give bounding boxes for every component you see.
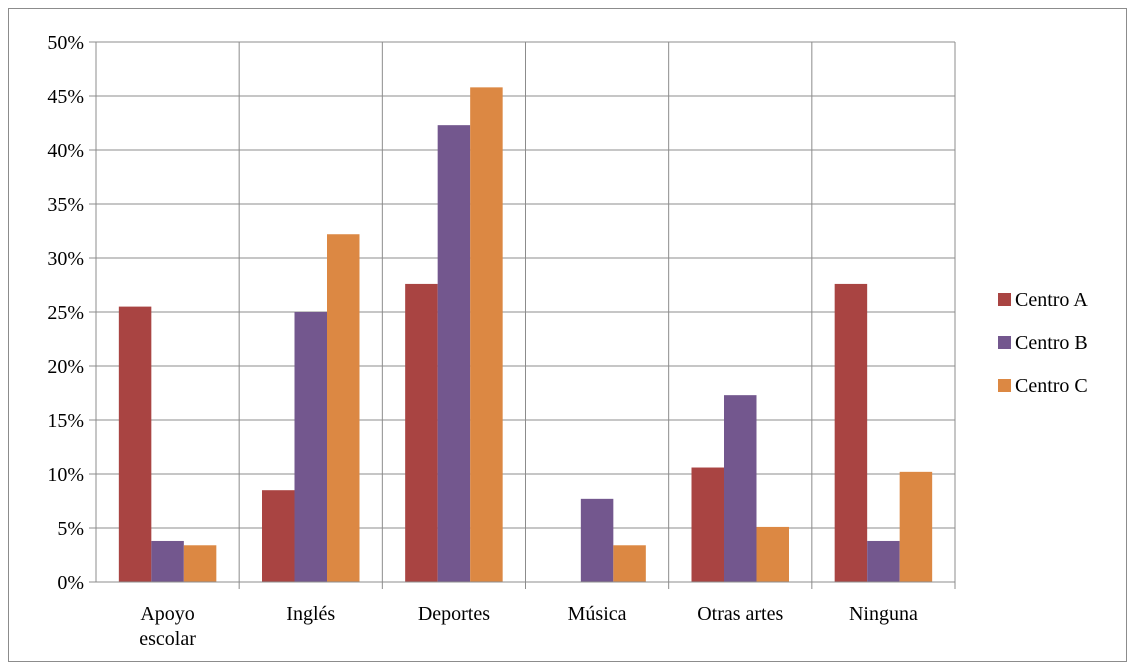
y-tick-label: 20% xyxy=(47,356,84,378)
category-label-line: Inglés xyxy=(286,603,335,625)
y-tick-label: 15% xyxy=(47,410,84,432)
legend-swatch xyxy=(998,336,1011,349)
y-tick-label: 30% xyxy=(47,248,84,270)
bar-centro-a xyxy=(834,283,868,582)
legend-label: Centro B xyxy=(1015,332,1088,354)
legend-label: Centro C xyxy=(1015,375,1088,397)
bar-centro-a xyxy=(405,283,438,582)
axis-layer xyxy=(89,41,955,583)
category-label: Música xyxy=(568,603,627,625)
bar-centro-b xyxy=(294,312,327,582)
bar-centro-a xyxy=(262,490,295,582)
y-tick-label: 35% xyxy=(47,194,84,216)
bar-centro-c xyxy=(327,234,360,583)
category-label-line: escolar xyxy=(139,628,196,650)
category-label: Apoyo escolar xyxy=(139,603,196,650)
category-label-line: Apoyo xyxy=(140,603,194,625)
legend: Centro A Centro B Centro C xyxy=(998,289,1088,397)
category-label-line: Otras artes xyxy=(697,603,783,625)
legend-swatch xyxy=(998,293,1011,306)
bar-centro-c xyxy=(899,471,933,582)
legend-swatch xyxy=(998,379,1011,392)
category-label: Ninguna xyxy=(849,603,918,625)
bars-layer xyxy=(118,87,933,583)
bar-centro-c xyxy=(756,526,789,582)
bar-centro-b xyxy=(724,395,757,582)
category-label: Inglés xyxy=(286,603,335,625)
bar-centro-b xyxy=(867,540,900,582)
y-tick-label: 50% xyxy=(47,32,84,54)
bar-centro-a xyxy=(118,306,152,582)
category-label-line: Ninguna xyxy=(849,603,918,625)
y-tick-label: 25% xyxy=(47,302,84,324)
y-tick-label: 10% xyxy=(47,464,84,486)
labels-layer: 0% 5% 10% 15% 20% 25% 30% 35% 40% 45% 50% Apoyo esco… xyxy=(47,32,918,650)
y-tick-label: 40% xyxy=(47,140,84,162)
bar-centro-c xyxy=(470,87,503,583)
grid-layer xyxy=(95,41,956,589)
legend-label: Centro A xyxy=(1015,289,1088,311)
category-label-line: Música xyxy=(568,603,627,625)
bar-centro-c xyxy=(613,545,646,582)
category-label: Deportes xyxy=(418,603,490,625)
category-label-line: Deportes xyxy=(418,603,490,625)
y-tick-label: 45% xyxy=(47,86,84,108)
bar-centro-b xyxy=(580,498,614,582)
bar-centro-b xyxy=(437,125,471,582)
category-label: Otras artes xyxy=(697,603,783,625)
bar-centro-b xyxy=(151,540,184,582)
bar-centro-c xyxy=(183,545,217,582)
y-tick-label: 5% xyxy=(57,518,84,540)
y-tick-label: 0% xyxy=(57,572,84,594)
bar-centro-a xyxy=(691,467,724,582)
